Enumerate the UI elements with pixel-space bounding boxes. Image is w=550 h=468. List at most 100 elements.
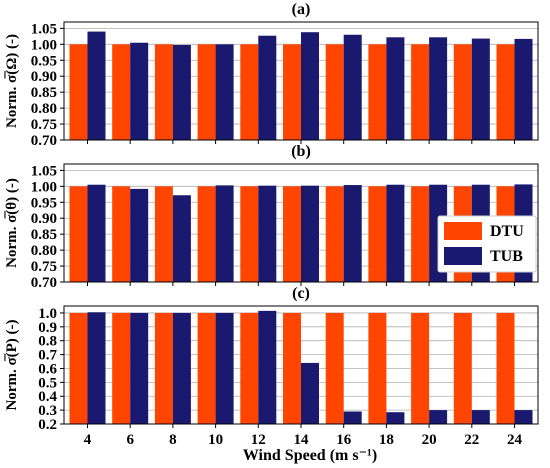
y-tick-label: 0.80 — [31, 101, 57, 117]
bar-tub-24 — [514, 38, 533, 140]
bar-tub-6 — [130, 312, 149, 424]
y-tick-label: 0.3 — [38, 403, 57, 419]
bar-dtu-20 — [411, 186, 430, 282]
bar-tub-6 — [130, 42, 149, 140]
y-tick-label: 1.00 — [31, 37, 57, 53]
y-tick-label: 0.2 — [38, 417, 57, 433]
bar-tub-8 — [172, 195, 191, 282]
y-tick-label: 0.8 — [38, 334, 57, 350]
y-tick-label: 0.80 — [31, 243, 57, 259]
y-axis-label: Norm. σ̅(P) (-) — [4, 319, 20, 410]
bar-dtu-12 — [240, 312, 259, 424]
y-tick-label: 0.70 — [31, 275, 57, 291]
legend-swatch-dtu — [444, 222, 482, 240]
y-tick-label: 1.05 — [31, 163, 57, 179]
bar-tub-4 — [87, 312, 106, 424]
y-tick-label: 1.00 — [31, 179, 57, 195]
bar-dtu-6 — [112, 44, 131, 140]
panel-title: (b) — [291, 143, 311, 160]
legend-label-tub: TUB — [490, 248, 523, 265]
x-tick-label: 16 — [336, 432, 352, 448]
y-tick-label: 0.6 — [38, 361, 57, 377]
bar-tub-10 — [215, 185, 234, 282]
legend-label-dtu: DTU — [490, 223, 524, 240]
y-tick-label: 1.0 — [38, 306, 57, 322]
x-tick-label: 6 — [126, 432, 134, 448]
y-tick-label: 0.85 — [31, 227, 57, 243]
bar-tub-8 — [172, 312, 191, 424]
bar-dtu-14 — [283, 44, 301, 140]
bar-tub-10 — [215, 312, 234, 424]
bar-tub-18 — [386, 412, 405, 424]
y-tick-label: 0.95 — [31, 195, 57, 211]
y-tick-label: 0.95 — [31, 53, 57, 69]
bar-dtu-16 — [325, 44, 344, 140]
x-tick-label: 20 — [422, 432, 437, 448]
y-axis-label: Norm. σ̅(θ) (-) — [4, 178, 20, 268]
bar-tub-4 — [87, 184, 106, 282]
bar-tub-6 — [130, 188, 149, 282]
bar-dtu-4 — [69, 186, 88, 282]
bar-tub-14 — [301, 185, 319, 282]
x-tick-label: 10 — [208, 432, 223, 448]
legend-swatch-tub — [444, 247, 482, 265]
bar-dtu-10 — [197, 312, 216, 424]
plot-frame — [63, 21, 539, 141]
y-axis-label: Norm. σ̅(Ω) (-) — [4, 34, 20, 128]
bar-dtu-18 — [368, 44, 387, 140]
bar-dtu-14 — [283, 186, 301, 282]
bar-dtu-12 — [240, 44, 259, 140]
x-tick-label: 18 — [379, 432, 394, 448]
bar-dtu-16 — [325, 312, 344, 424]
bar-tub-22 — [471, 38, 490, 140]
bar-dtu-4 — [69, 312, 88, 424]
panel-title: (a) — [292, 1, 311, 18]
x-tick-label: 22 — [464, 432, 479, 448]
bar-dtu-18 — [368, 312, 387, 424]
y-tick-label: 0.9 — [38, 320, 57, 336]
bar-tub-18 — [386, 184, 405, 282]
bar-dtu-14 — [283, 312, 301, 424]
panel-title: (c) — [292, 285, 310, 302]
bar-tub-24 — [514, 410, 533, 424]
bar-dtu-8 — [154, 44, 173, 140]
bar-tub-20 — [429, 37, 448, 141]
x-tick-label: 4 — [84, 432, 92, 448]
bar-dtu-20 — [411, 44, 430, 140]
bar-dtu-4 — [69, 44, 88, 140]
x-axis-label: Wind Speed (m s⁻¹) — [243, 447, 377, 464]
bar-tub-14 — [301, 362, 319, 424]
y-tick-label: 0.4 — [38, 389, 57, 405]
bar-tub-22 — [471, 410, 490, 424]
y-tick-label: 0.90 — [31, 69, 57, 85]
bar-dtu-16 — [325, 186, 344, 282]
x-tick-label: 12 — [251, 432, 266, 448]
bar-tub-12 — [258, 185, 277, 282]
y-tick-label: 0.85 — [31, 85, 57, 101]
bar-dtu-6 — [112, 312, 131, 424]
bar-tub-12 — [258, 310, 277, 424]
bar-tub-18 — [386, 37, 405, 141]
bar-dtu-10 — [197, 186, 216, 282]
panel-2: (c) 0.20.30.40.50.60.70.80.91.0 4 6 8 10 12 14 1… — [4, 285, 539, 448]
bar-dtu-8 — [154, 312, 173, 424]
bar-tub-16 — [343, 185, 362, 282]
bar-dtu-18 — [368, 186, 387, 282]
panels: (a)0.700.750.800.850.900.951.001.05Norm.… — [4, 1, 539, 448]
y-tick-label: 0.70 — [31, 133, 57, 149]
bar-tub-10 — [215, 44, 234, 140]
bar-tub-4 — [87, 31, 106, 141]
y-tick-label: 1.05 — [31, 21, 57, 37]
y-tick-label: 0.75 — [31, 117, 57, 133]
bar-dtu-10 — [197, 44, 216, 140]
bar-tub-16 — [343, 34, 362, 140]
panel-1: (b) 0.700.750.800.850.900.951.001.05 Norm.… — [4, 143, 539, 291]
bar-dtu-22 — [453, 44, 472, 140]
bar-dtu-24 — [496, 44, 515, 140]
plot-frame — [63, 163, 539, 283]
bar-dtu-12 — [240, 186, 259, 282]
bar-dtu-8 — [154, 186, 173, 282]
y-tick-label: 0.75 — [31, 259, 57, 275]
x-tick-label: 24 — [507, 432, 523, 448]
